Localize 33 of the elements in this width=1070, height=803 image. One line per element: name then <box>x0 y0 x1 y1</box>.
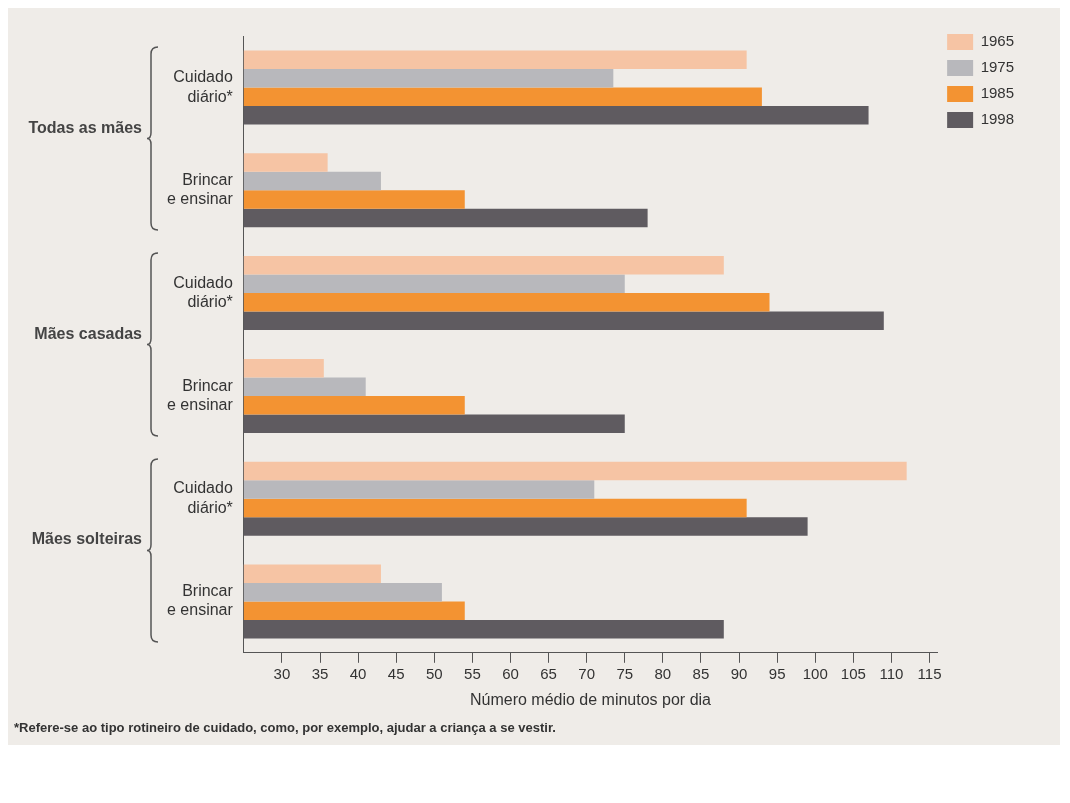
x-tick-label: 95 <box>768 664 786 682</box>
x-tick-label: 90 <box>730 664 748 682</box>
x-tick-label: 60 <box>502 664 519 682</box>
x-tick-label: 50 <box>425 664 443 682</box>
y-tick-label: Cuidado diário* <box>173 273 233 311</box>
x-tick-label: 80 <box>654 664 672 682</box>
y-tick-label: Brincar e ensinar <box>166 376 234 413</box>
legend-label: 1985 <box>980 84 1015 102</box>
text: *Refere-se ao tipo rotineiro de cuidado, como, por exemplo, ajudar a criança a se vestir. <box>14 720 557 735</box>
x-tick-label: 105 <box>840 664 866 682</box>
y-tick-label: Cuidado diário* <box>173 479 233 516</box>
x-tick-label: 55 <box>464 664 481 682</box>
x-tick-label: 70 <box>578 664 596 682</box>
text: Todas as mães <box>27 117 142 138</box>
x-tick-label: 65 <box>540 664 557 682</box>
legend-label: 1975 <box>980 58 1015 76</box>
y-tick-label: Brincar e ensinar <box>166 582 234 619</box>
x-tick-label: 85 <box>692 664 710 682</box>
text: Mães solteiras <box>30 529 142 550</box>
x-tick-label: 115 <box>917 664 942 682</box>
x-tick-label: 35 <box>311 664 329 682</box>
legend-label: 1965 <box>980 32 1015 50</box>
x-tick-label: 30 <box>273 664 291 682</box>
y-tick-label: Cuidado diário* <box>173 68 233 105</box>
x-tick-label: 110 <box>879 664 904 682</box>
text: Mães casadas <box>33 323 142 344</box>
legend-label: 1998 <box>980 110 1015 128</box>
x-tick-label: 100 <box>802 664 828 682</box>
y-tick-label: Brincar e ensinar <box>166 171 234 208</box>
x-tick-label: 45 <box>387 664 405 682</box>
x-tick-label: 40 <box>349 664 367 682</box>
x-axis-title: Número médio de minutos por dia <box>469 690 712 708</box>
x-tick-label: 75 <box>616 664 634 682</box>
